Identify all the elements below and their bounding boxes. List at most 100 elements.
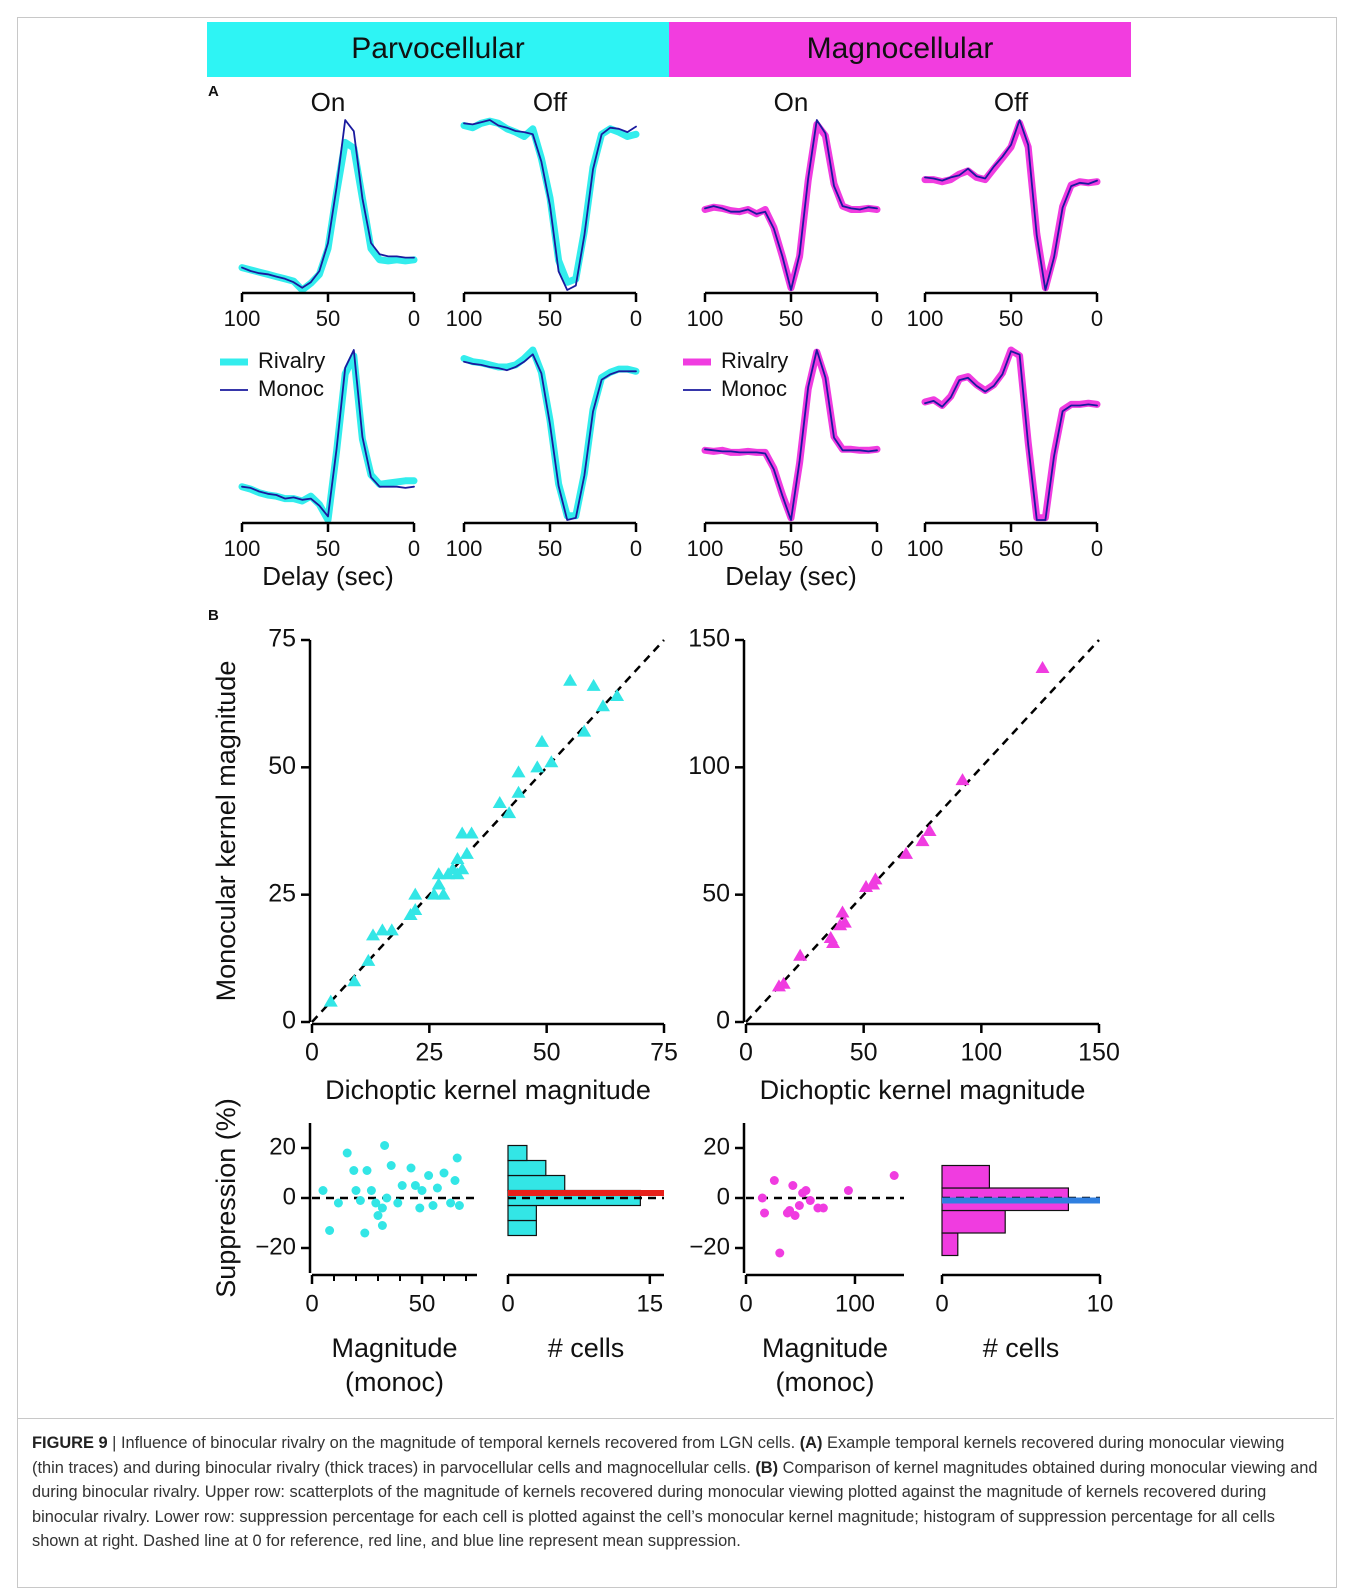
x-tick-label: 0 [1091,536,1103,561]
point [377,1203,387,1213]
point [408,902,423,915]
x-tick-label: 0 [630,536,642,561]
point [417,1186,427,1195]
y-tick-label: 0 [282,1007,296,1035]
x-tick-label: 100 [907,536,944,561]
point [595,699,610,712]
point [318,1186,328,1195]
legend-label: Rivalry [721,348,788,373]
x-tick-label: 0 [408,306,420,331]
point [455,862,470,875]
point [347,974,362,987]
panel-title: Off [533,87,568,117]
point [355,1196,365,1205]
x-axis-label: (monoc) [345,1367,444,1397]
kernel-trace [921,346,1101,522]
x-tick-label: 50 [316,306,340,331]
point [436,887,451,900]
x-axis-label: Dichoptic kernel magnitude [325,1075,651,1105]
point [922,824,937,836]
point [915,834,930,847]
panel-title: Off [994,87,1029,117]
y-axis-label: Monocular kernel magnitude [211,661,241,1002]
point [610,689,625,702]
x-tick-label: 50 [779,536,803,561]
point [775,1248,785,1258]
point [586,678,601,691]
point [342,1148,352,1158]
caption-label: (B) [755,1458,779,1477]
kernel-trace [463,119,637,291]
histogram-bar [507,1159,547,1177]
caption-text: Comparison of kernel magnitudes obtained… [32,1458,1318,1551]
histogram-bar [507,1204,537,1222]
x-tick-label: 0 [935,1290,948,1317]
point [544,755,559,768]
point [511,785,526,798]
panel-title: On [311,87,346,117]
point [362,1166,372,1175]
point [408,887,423,900]
point [788,1181,798,1190]
point [868,872,883,885]
caption: FIGURE 9 | Influence of binocular rivalr… [18,1418,1334,1554]
point [366,1186,376,1195]
point [835,905,850,918]
point [406,1163,416,1173]
y-tick-label: 0 [716,1007,730,1035]
point [793,948,808,961]
y-tick-label: 50 [702,879,730,907]
point [511,765,526,778]
legend-label: Monoc [258,376,324,401]
x-tick-label: 25 [415,1039,443,1067]
header-text: Parvocellular [351,32,524,65]
point [818,1203,828,1213]
y-tick-label: 50 [268,752,296,780]
x-tick-label: 50 [999,536,1023,561]
point [351,1186,361,1195]
point [955,773,970,786]
x-tick-label: 0 [739,1039,753,1067]
point [361,953,376,966]
x-tick-label: 50 [409,1290,436,1317]
point [393,1198,403,1208]
point [459,846,474,859]
point [377,1221,387,1230]
point [757,1193,767,1203]
point [439,1168,449,1178]
x-axis-label: # cells [548,1333,625,1363]
y-tick-label: 20 [703,1133,730,1160]
point [1035,661,1050,674]
y-tick-label: 150 [688,625,730,653]
kernel-trace [921,119,1101,292]
point [323,994,338,1007]
y-tick-label: −20 [255,1233,296,1260]
kernel-trace [704,119,878,291]
point [563,673,578,686]
figure-number: FIGURE 9 [32,1434,108,1452]
x-tick-label: 100 [446,306,483,331]
panel-title: On [774,87,809,117]
point [360,1228,370,1238]
magno-header [669,22,1131,77]
x-axis-label: Magnitude [331,1333,457,1363]
point [530,760,545,773]
point [410,1181,420,1190]
x-tick-label: 0 [501,1290,514,1317]
point [349,1166,359,1175]
histogram-bar [507,1144,528,1162]
y-tick-label: 20 [269,1133,296,1160]
point [790,1211,800,1220]
histogram-bar [941,1232,959,1257]
x-tick-label: 50 [538,306,562,331]
histogram-bar [507,1174,566,1192]
legend-label: Monoc [721,376,787,401]
point [492,795,507,808]
point [333,1198,343,1208]
caption-text: | Influence of binocular rivalry on the … [112,1434,796,1452]
kernel-trace [924,350,1098,521]
header-text: Magnocellular [807,32,994,65]
y-tick-label: 100 [688,752,730,780]
point [769,1176,779,1185]
point [843,1186,853,1195]
